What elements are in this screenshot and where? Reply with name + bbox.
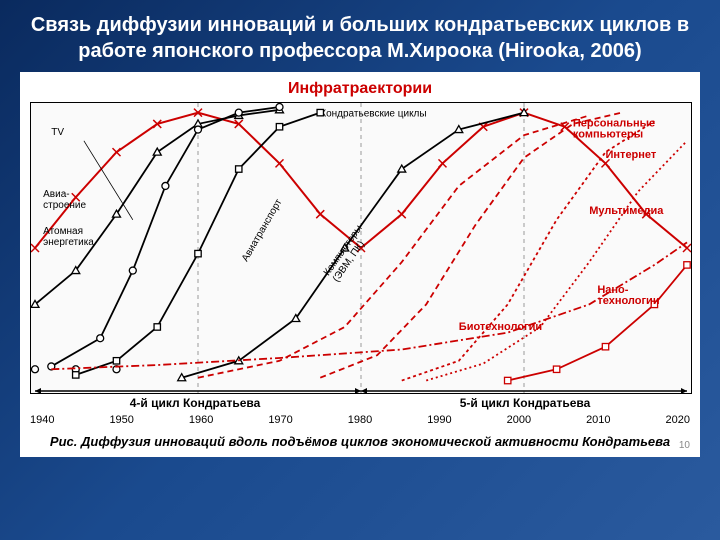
x-tick: 1990 — [427, 414, 451, 426]
x-tick: 1940 — [30, 414, 54, 426]
caption-text: Диффузия инноваций вдоль подъёмов циклов… — [81, 434, 670, 449]
x-tick: 1960 — [189, 414, 213, 426]
x-tick: 2000 — [507, 414, 531, 426]
svg-text:Интернет: Интернет — [606, 149, 657, 161]
x-tick: 2020 — [666, 414, 690, 426]
slide-title: Связь диффузии инноваций и больших кондр… — [0, 0, 720, 72]
cycle-bracket-label: 4-й цикл Кондратьева — [130, 396, 261, 410]
x-tick: 1970 — [268, 414, 292, 426]
svg-text:Атомная: Атомная — [43, 226, 83, 237]
x-tick: 1980 — [348, 414, 372, 426]
svg-text:строение: строение — [43, 200, 86, 211]
x-axis-labels: 1940 1950 1960 1970 1980 1990 2000 2010 2020 — [30, 412, 690, 428]
svg-text:Авиа-: Авиа- — [43, 189, 69, 200]
svg-text:энергетика: энергетика — [43, 237, 94, 248]
chart-container: Инфратраектории Кондратьевские циклы Авиа… — [20, 72, 700, 457]
cycle-bracket-label: 5-й цикл Кондратьева — [460, 396, 591, 410]
chart-header: Инфратраектории — [30, 80, 690, 98]
cycle-labels: 4-й цикл Кондратьева 5-й цикл Кондратьева — [30, 394, 690, 412]
svg-text:Мультимедиа: Мультимедиа — [589, 205, 664, 217]
x-tick: 2010 — [586, 414, 610, 426]
svg-text:TV: TV — [51, 127, 64, 138]
svg-text:Биотехнологии: Биотехнологии — [459, 321, 542, 333]
chart-svg: Кондратьевские циклы Авиа-строение TV Атомн… — [31, 103, 691, 393]
chart-plot: Кондратьевские циклы Авиа-строение TV Атомн… — [30, 102, 692, 394]
svg-text:технологии: технологии — [597, 295, 659, 307]
chart-caption: Рис. Диффузия инноваций вдоль подъёмов ц… — [30, 428, 690, 451]
x-tick: 1950 — [109, 414, 133, 426]
svg-text:Кондратьевские циклы: Кондратьевские циклы — [320, 109, 426, 120]
page-number: 10 — [679, 440, 690, 451]
svg-text:Авиатранспорт: Авиатранспорт — [240, 197, 285, 264]
caption-prefix: Рис. — [50, 434, 77, 449]
